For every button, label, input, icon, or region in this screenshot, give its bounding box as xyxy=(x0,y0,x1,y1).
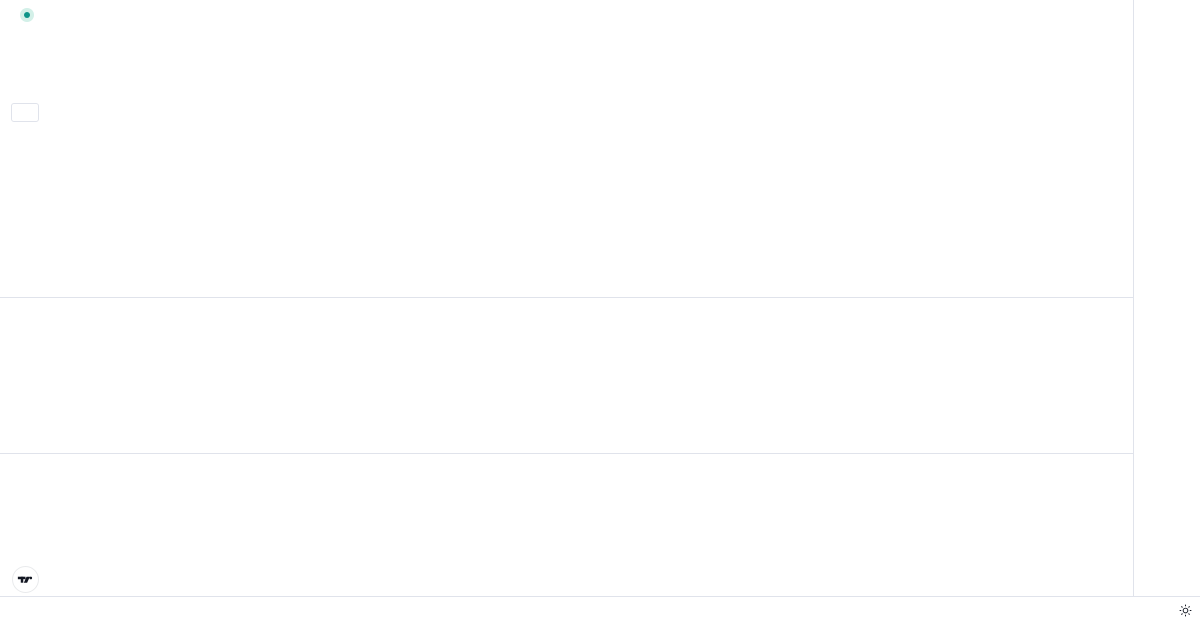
tradingview-logo[interactable] xyxy=(12,566,39,593)
gear-icon[interactable] xyxy=(1178,603,1193,618)
time-axis[interactable] xyxy=(0,596,1200,631)
legend-ma20[interactable] xyxy=(10,33,18,48)
legend-ma50[interactable] xyxy=(10,57,18,72)
collapse-legend-button[interactable] xyxy=(11,103,39,122)
legend-rsi[interactable] xyxy=(8,310,20,325)
ohlc-values xyxy=(46,7,69,22)
legend-macd[interactable] xyxy=(8,461,34,476)
price-pane[interactable] xyxy=(0,0,1133,296)
macd-pane[interactable] xyxy=(0,453,1133,597)
circle-marker-icon xyxy=(20,8,34,22)
chart-legend-header xyxy=(10,6,69,23)
legend-ma200[interactable] xyxy=(10,82,18,97)
rsi-pane[interactable] xyxy=(0,297,1133,453)
price-axis[interactable] xyxy=(1133,0,1200,596)
